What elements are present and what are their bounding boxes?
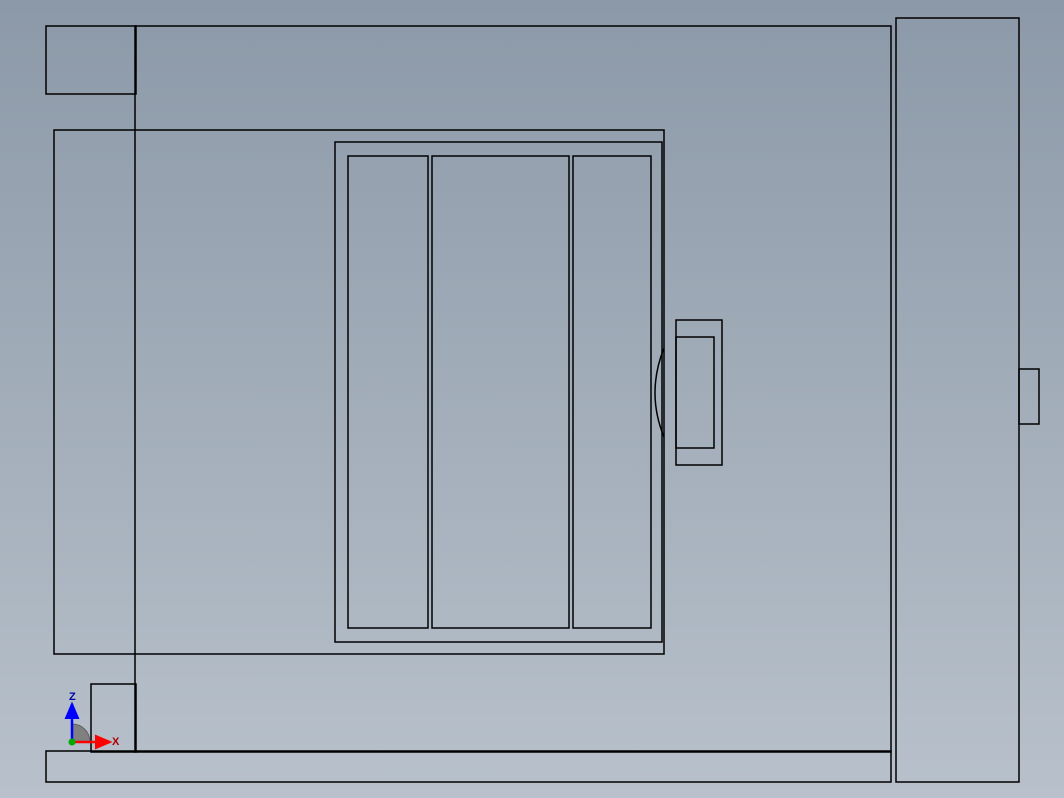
window-slat-3 xyxy=(573,156,651,628)
triad-origin-arc xyxy=(72,724,90,742)
window-frame-outer xyxy=(335,142,662,642)
window-slat-1 xyxy=(348,156,428,628)
cad-viewport[interactable]: XZ xyxy=(0,0,1064,798)
axis-z-label: Z xyxy=(69,691,76,703)
handle-inner xyxy=(676,337,714,448)
handle-plate xyxy=(676,320,722,465)
view-triad[interactable]: XZ xyxy=(69,691,121,748)
base-slab xyxy=(46,751,891,782)
axis-y-dot xyxy=(69,739,76,746)
main-body xyxy=(135,26,891,752)
window-slat-2 xyxy=(432,156,569,628)
top-ledge xyxy=(46,26,136,94)
riser-back-bump xyxy=(1019,369,1039,424)
axis-x-label: X xyxy=(112,736,120,748)
cad-scene-svg: XZ xyxy=(0,0,1064,798)
riser-back xyxy=(896,18,1019,782)
